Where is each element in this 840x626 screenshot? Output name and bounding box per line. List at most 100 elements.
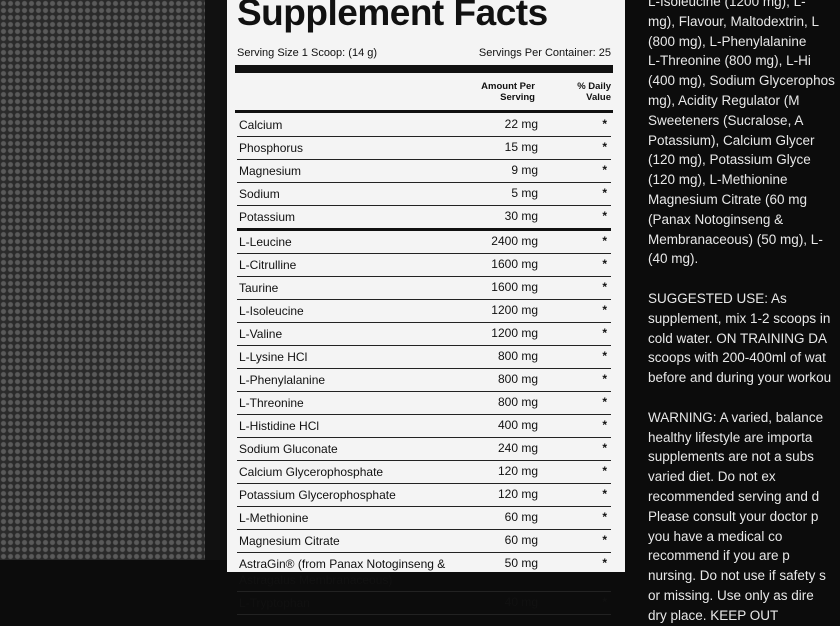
fact-row: Magnesium 9 mg *	[237, 160, 611, 183]
fact-row: L-Threonine 800 mg *	[237, 392, 611, 415]
fact-row: L-Phenylalanine 800 mg *	[237, 369, 611, 392]
supplement-label: Supplement Facts Serving Size 1 Scoop: (…	[227, 0, 625, 615]
side-text-line: SUGGESTED USE: As	[648, 290, 787, 306]
nutrient-name: L-Histidine HCl	[239, 419, 320, 433]
nutrient-name: L-Leucine	[239, 235, 292, 249]
column-header: Amount Per Serving	[481, 81, 535, 103]
nutrient-amount: 5 mg	[511, 186, 538, 200]
daily-value: *	[602, 186, 607, 200]
nutrient-amount: 800 mg	[497, 395, 538, 409]
nutrient-amount: 1200 mg	[491, 326, 538, 340]
nutrient-amount: 40 mg	[504, 595, 538, 609]
nutrient-amount: 1600 mg	[491, 280, 538, 294]
side-text-line: Magnesium Citrate (60 mg	[648, 191, 808, 207]
side-text-line: varied diet. Do not ex	[648, 469, 776, 485]
side-text-line: nursing. Do not use if safety s	[648, 568, 826, 584]
fact-row: L-Tryptophan 40 mg *	[237, 592, 611, 615]
fact-row: Calcium Glycerophosphate 120 mg *	[237, 461, 611, 484]
side-text-line: recommended serving and d	[648, 488, 820, 504]
side-text-line: or missing. Use only as dire	[648, 587, 814, 603]
nutrient-amount: 60 mg	[504, 533, 538, 547]
side-text-line: Potassium), Calcium Glycer	[648, 132, 815, 148]
daily-value: *	[602, 510, 607, 524]
nutrient-name: Sodium	[239, 187, 280, 201]
textured-surface	[0, 0, 205, 560]
side-text-line: (120 mg), Potassium Glyce	[648, 152, 811, 168]
side-text-line: supplements are not a subs	[648, 449, 814, 465]
fact-row: Magnesium Citrate 60 mg *	[237, 530, 611, 553]
nutrient-name: Magnesium Citrate	[239, 534, 340, 548]
daily-value: *	[602, 209, 607, 223]
fact-row: L-Leucine 2400 mg *	[237, 231, 611, 254]
daily-value: *	[602, 441, 607, 455]
nutrient-name: Phosphorus	[239, 141, 304, 155]
side-text-line	[648, 388, 840, 408]
daily-value: *	[602, 349, 607, 363]
nutrient-name: Magnesium	[239, 164, 302, 178]
side-text: L-Isoleucine (1200 mg), L-mg), Flavour, …	[648, 0, 840, 626]
nutrient-amount: 120 mg	[497, 487, 538, 501]
nutrient-amount: 2400 mg	[491, 234, 538, 248]
side-text-line: (800 mg), L-Phenylalanine	[648, 33, 807, 49]
fact-row: Calcium 22 mg *	[237, 114, 611, 137]
nutrient-name: AstraGin® (from Panax Notoginseng & Astr…	[239, 557, 446, 587]
rule	[235, 110, 613, 113]
daily-value: *	[602, 280, 607, 294]
dark-strip	[205, 0, 227, 560]
side-text-line: Membranaceous) (50 mg), L-	[648, 231, 823, 247]
nutrient-amount: 9 mg	[511, 163, 538, 177]
facts-table: Calcium 22 mg * Phosphorus 15 mg * Magnesium 9 …	[237, 114, 611, 615]
side-text-line: WARNING: A varied, balance	[648, 409, 824, 425]
daily-value: *	[602, 117, 607, 131]
nutrient-amount: 60 mg	[504, 510, 538, 524]
nutrient-name: L-Citrulline	[239, 258, 297, 272]
side-text-line: dry place. KEEP OUT	[648, 607, 779, 623]
side-text-line: L-Isoleucine (1200 mg), L-	[648, 0, 806, 9]
nutrient-name: L-Threonine	[239, 396, 304, 410]
nutrient-name: L-Lysine HCl	[239, 350, 308, 364]
nutrient-name: Potassium Glycerophosphate	[239, 488, 396, 502]
side-text-line: Sweeteners (Sucralose, A	[648, 112, 804, 128]
nutrient-amount: 1200 mg	[491, 303, 538, 317]
nutrient-amount: 800 mg	[497, 349, 538, 363]
side-text-line	[648, 269, 840, 289]
side-text-line: scoops with 200-400ml of wat	[648, 350, 826, 366]
nutrient-amount: 22 mg	[504, 117, 538, 131]
side-text-line: mg), Flavour, Maltodextrin, L	[648, 13, 820, 29]
fact-row: L-Citrulline 1600 mg *	[237, 254, 611, 277]
fact-row: L-Isoleucine 1200 mg *	[237, 300, 611, 323]
daily-value: *	[602, 257, 607, 271]
side-text-line: healthy lifestyle are importa	[648, 429, 813, 445]
column-header: % Daily Value	[577, 81, 611, 103]
fact-row: Sodium Gluconate 240 mg *	[237, 438, 611, 461]
side-text-line: (120 mg), L-Methionine	[648, 172, 788, 188]
side-text-line: (40 mg).	[648, 251, 699, 267]
fact-row: L-Lysine HCl 800 mg *	[237, 346, 611, 369]
label-title: Supplement Facts	[237, 0, 548, 33]
side-text-line: supplement, mix 1-2 scoops in	[648, 310, 831, 326]
rule	[235, 65, 613, 73]
nutrient-name: L-Isoleucine	[239, 304, 304, 318]
fact-row: Phosphorus 15 mg *	[237, 137, 611, 160]
side-text-line: you have a medical co	[648, 528, 783, 544]
nutrient-amount: 1600 mg	[491, 257, 538, 271]
fact-row: L-Valine 1200 mg *	[237, 323, 611, 346]
daily-value: *	[602, 303, 607, 317]
nutrient-amount: 120 mg	[497, 464, 538, 478]
nutrient-amount: 30 mg	[504, 209, 538, 223]
side-text-line: (Panax Notoginseng &	[648, 211, 784, 227]
fact-row: AstraGin® (from Panax Notoginseng & Astr…	[237, 553, 611, 592]
serving-size: Serving Size 1 Scoop: (14 g)	[237, 47, 378, 59]
daily-value: *	[602, 595, 607, 609]
fact-row: Potassium 30 mg *	[237, 206, 611, 231]
daily-value: *	[602, 326, 607, 340]
daily-value: *	[602, 234, 607, 248]
nutrient-name: Sodium Gluconate	[239, 442, 338, 456]
nutrient-name: Calcium	[239, 118, 283, 132]
daily-value: *	[602, 140, 607, 154]
daily-value: *	[602, 556, 607, 570]
fact-row: Potassium Glycerophosphate 120 mg *	[237, 484, 611, 507]
nutrient-name: L-Methionine	[239, 511, 309, 525]
side-text-line: recommend if you are p	[648, 548, 790, 564]
